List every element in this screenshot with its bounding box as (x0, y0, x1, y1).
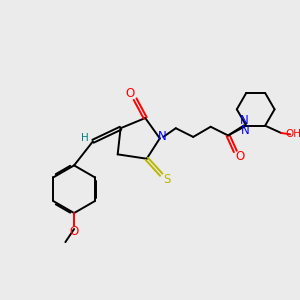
Text: O: O (125, 87, 135, 101)
Text: O: O (70, 225, 79, 238)
Text: S: S (164, 172, 171, 186)
Text: H: H (81, 133, 89, 143)
Text: OH: OH (285, 129, 300, 140)
Text: N: N (158, 130, 167, 143)
Text: O: O (236, 150, 245, 163)
Text: N: N (240, 124, 249, 137)
Text: N: N (239, 114, 248, 127)
